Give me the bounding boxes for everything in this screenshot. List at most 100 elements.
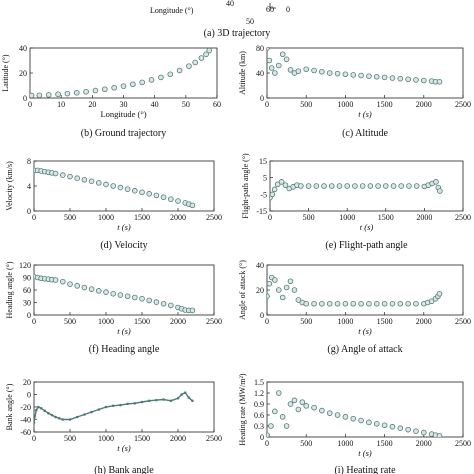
data-point (146, 191, 153, 197)
plot-frame (33, 264, 215, 316)
data-point (192, 59, 198, 66)
data-point (83, 88, 89, 95)
data-point (83, 413, 86, 416)
x-tick-label: 1500 (134, 434, 150, 443)
panel-a-tick-label: 50 (246, 17, 254, 26)
data-point (158, 74, 164, 81)
data-point (52, 277, 59, 283)
panel-a-tick-label: 60 (266, 5, 274, 14)
data-point (124, 293, 131, 300)
data-point (367, 183, 374, 189)
data-point (358, 417, 364, 424)
series-line (34, 391, 193, 423)
data-point (287, 278, 294, 285)
data-point (153, 299, 160, 305)
y-axis-label: Bank angle (°) (5, 383, 14, 430)
data-point (67, 281, 73, 287)
data-point (350, 72, 357, 78)
x-tick-label: 10 (57, 100, 65, 109)
y-axis-label: Heating rate (MW/m²) (238, 373, 247, 445)
y-tick-label: 8 (27, 157, 31, 166)
y-tick-label: 1.5 (254, 378, 264, 387)
x-tick-label: 500 (303, 213, 315, 222)
x-tick-label: 20 (88, 100, 96, 109)
data-point (311, 404, 317, 411)
x-tick-label: 1500 (134, 213, 150, 222)
x-axis-label: t (s) (358, 109, 372, 119)
data-point (267, 293, 270, 300)
plot-frame (269, 160, 464, 212)
data-point (88, 178, 95, 185)
x-tick-label: 0 (32, 213, 36, 222)
data-point (117, 184, 124, 191)
y-tick-label: 60 (23, 286, 31, 295)
x-axis-label: Longitude (°) (100, 109, 146, 119)
data-point (96, 288, 102, 294)
data-point (268, 65, 275, 71)
data-point (198, 55, 205, 61)
y-tick-label: 20 (256, 286, 264, 295)
data-point (148, 77, 155, 83)
x-axis-label: t (s) (117, 326, 131, 336)
chart-panel-e: 0 500 1000 1500 2000 2500 -15 -5 5 15 t (s) Flight-… (241, 153, 471, 251)
data-point (168, 196, 174, 202)
data-point (287, 67, 294, 73)
series (34, 391, 194, 424)
data-point (187, 396, 191, 399)
data-point (283, 423, 290, 429)
data-point (61, 418, 65, 421)
data-point (59, 278, 66, 285)
y-tick-label: 0.9 (254, 400, 264, 409)
data-point (405, 300, 411, 307)
x-axis-label: t (s) (358, 326, 372, 336)
data-point (47, 411, 50, 415)
data-point (139, 189, 145, 196)
x-tick-label: 500 (64, 434, 76, 443)
data-point (389, 423, 396, 430)
x-tick-label: 2000 (170, 213, 186, 222)
data-point (311, 300, 317, 307)
x-axis-label: t (s) (117, 443, 131, 453)
x-tick-label: 1500 (377, 100, 393, 109)
data-point (183, 391, 187, 394)
data-point (132, 294, 138, 301)
series (30, 48, 213, 98)
data-point (303, 403, 310, 409)
x-tick-label: 1000 (337, 439, 353, 448)
data-point (110, 290, 116, 297)
y-tick-label: 15 (259, 157, 267, 166)
x-tick-label: 2500 (206, 434, 222, 443)
data-point (92, 87, 99, 94)
x-tick-label: 500 (300, 439, 312, 448)
series (270, 179, 443, 201)
data-point (275, 287, 282, 293)
data-point (328, 183, 335, 189)
data-point (342, 414, 349, 420)
data-point (272, 277, 278, 283)
panel-caption: (i) Heating rate (334, 465, 396, 474)
data-point (413, 300, 419, 307)
data-point (313, 183, 320, 189)
x-tick-label: 500 (300, 100, 312, 109)
data-point (279, 51, 286, 58)
data-point (291, 287, 298, 293)
data-point (428, 298, 435, 305)
data-point (326, 300, 333, 307)
y-tick-label: 0 (260, 94, 264, 103)
data-point (334, 412, 341, 418)
data-point (373, 420, 380, 427)
series (267, 390, 443, 437)
data-point (97, 408, 101, 411)
data-point (81, 176, 88, 183)
data-point (55, 91, 61, 98)
data-point (298, 183, 304, 189)
series (34, 167, 196, 209)
y-tick-label: 0 (27, 311, 31, 320)
chart-panel-d: 0 500 1000 1500 2000 2500 0 4 8 t (s) Velocity (km… (5, 157, 222, 251)
x-axis-label: t (s) (360, 222, 374, 232)
x-tick-label: 1000 (339, 213, 355, 222)
data-point (389, 75, 396, 81)
